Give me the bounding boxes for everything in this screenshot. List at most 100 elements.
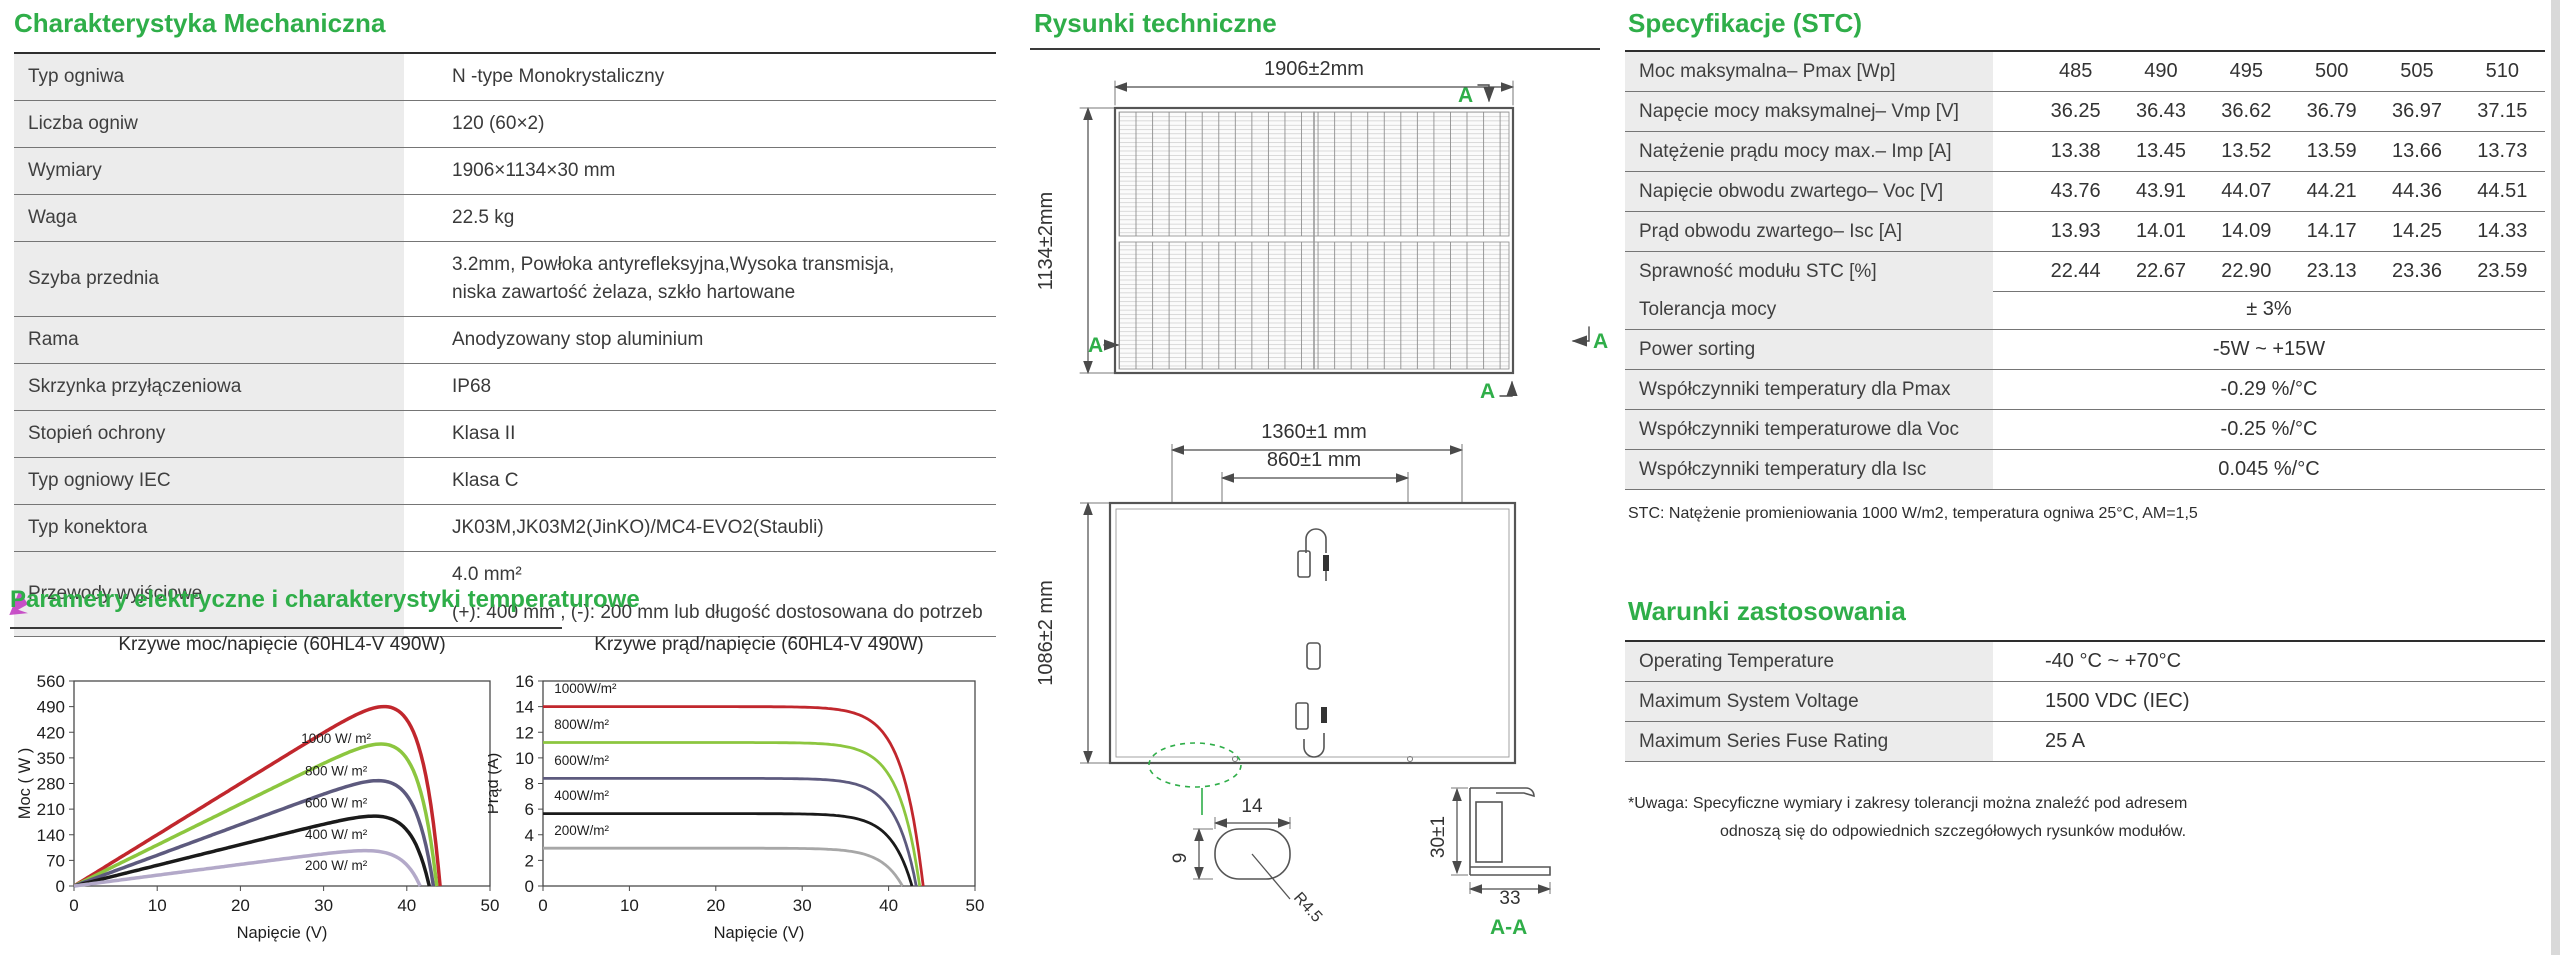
row-label: Natężenie prądu mocy max.– Imp [A] — [1625, 132, 1993, 171]
row-label: Szyba przednia — [14, 242, 404, 316]
table-row: Szyba przednia 3.2mm, Powłoka antyreflek… — [14, 242, 996, 317]
back-frame — [1108, 501, 1517, 765]
row-label: Tolerancja mocy — [1625, 290, 1993, 329]
series-label: 800W/m² — [554, 717, 609, 732]
series-label: 600W/m² — [554, 753, 609, 768]
front-view: 1906±2mm 1134±2mm A A A A — [1035, 58, 1608, 403]
value-495-col: 495 — [2229, 60, 2264, 82]
row-label: Maximum Series Fuse Rating — [1625, 722, 1993, 761]
row-value: 3.2mm, Powłoka antyrefleksyjna,Wysoka tr… — [452, 254, 895, 275]
series-label: 1000 W/ m² — [301, 731, 371, 746]
row-label: Współczynniki temperatury dla Pmax — [1625, 370, 1993, 409]
value-490-col: 13.45 — [2135, 140, 2187, 162]
iv-curve-chart: 0 2 4 6 8 10 12 14 16 0 10 20 30 40 50 Krzywe prąd/napi… — [488, 634, 985, 942]
row-label: Przewody wyjściowe — [14, 552, 404, 636]
y-tick-label: 4 — [525, 826, 534, 845]
y-axis-label: Prąd (A) — [488, 753, 502, 814]
row-label: Napęcie mocy maksymalnej– Vmp [V] — [1625, 92, 1993, 131]
row-value: Anodyzowany stop aluminium — [452, 329, 704, 350]
value-510-col: 14.33 — [2477, 220, 2528, 242]
value-495-col: 13.52 — [2221, 140, 2272, 162]
x-tick-label: 10 — [148, 896, 167, 915]
electrical-title: Parametry elektryczne i charakterystyki … — [10, 586, 640, 613]
back-view: 1360±1 mm 860±1 mm 1086±2 mm — [1035, 421, 1517, 815]
row-value: -0.25 %/°C — [2220, 418, 2318, 440]
mechanical-title: Charakterystyka Mechaniczna — [14, 8, 386, 38]
row-value: 120 (60×2) — [452, 113, 545, 134]
row-value: 22.5 kg — [452, 207, 515, 228]
value-505-col: 13.66 — [2391, 140, 2443, 162]
value-495-col: 36.62 — [2221, 100, 2272, 122]
value-505-col: 36.97 — [2391, 100, 2443, 122]
table-row: Rama Anodyzowany stop aluminium — [14, 317, 996, 364]
y-tick-label: 8 — [525, 775, 534, 794]
series-curve — [73, 814, 431, 888]
series-curve — [73, 848, 422, 888]
row-label: Sprawność modułu STC [%] — [1625, 252, 1993, 291]
x-axis-label: Napięcie (V) — [714, 924, 805, 942]
value-490-col: 36.43 — [2135, 100, 2187, 122]
series-label: 200 W/ m² — [305, 858, 368, 873]
row-label: Rama — [14, 317, 404, 363]
section-aa-label: A-A — [1490, 916, 1527, 939]
value-490-col: 490 — [2144, 60, 2178, 82]
drain-hole — [1232, 756, 1238, 762]
row-label: Współczynniki temperaturowe dla Voc — [1625, 410, 1993, 449]
y-tick-label: 10 — [515, 749, 534, 768]
series-curve — [543, 846, 904, 887]
table-row: Współczynniki temperaturowe dla Voc -0.2… — [1625, 410, 2545, 450]
junction-box-cables — [1295, 528, 1329, 758]
section-a-bottom-label: A — [1480, 380, 1495, 403]
row-label: Waga — [14, 195, 404, 241]
value-495-col: 22.90 — [2221, 260, 2272, 282]
x-tick-label: 50 — [966, 896, 985, 915]
row-label: Power sorting — [1625, 330, 1993, 369]
series-label: 400W/m² — [554, 788, 609, 803]
stc-title: Specyfikacje (STC) — [1628, 8, 1863, 38]
chart-title: Krzywe prąd/napięcie (60HL4-V 490W) — [594, 634, 924, 655]
value-510-col: 44.51 — [2477, 180, 2528, 202]
table-row: Maximum Series Fuse Rating 25 A — [1625, 722, 2545, 762]
technical-drawing: 1906±2mm 1134±2mm A A A A — [1035, 58, 1608, 939]
y-tick-label: 6 — [525, 800, 534, 819]
conditions-section: Warunki zastosowania — [1628, 596, 1906, 627]
slot-height-dimension: 9 — [1170, 853, 1191, 864]
x-tick-label: 50 — [481, 896, 500, 915]
table-row: Liczba ogniw 120 (60×2) — [14, 101, 996, 148]
row-value: IP68 — [452, 376, 492, 397]
value-495-col: 44.07 — [2221, 180, 2272, 202]
y-tick-label: 210 — [37, 800, 65, 819]
series-curve — [543, 812, 914, 887]
value-485-col: 36.25 — [2050, 100, 2101, 122]
conditions-note-line1: *Uwaga: Specyficzne wymiary i zakresy to… — [1628, 795, 2188, 812]
y-tick-label: 560 — [37, 672, 65, 691]
front-width-dimension: 1906±2mm — [1264, 58, 1364, 80]
x-tick-label: 20 — [706, 896, 725, 915]
row-label: Napięcie obwodu zwartego– Voc [V] — [1625, 172, 1993, 211]
table-row: Przewody wyjściowe 4.0 mm² (+): 400 mm ,… — [14, 552, 996, 637]
x-tick-label: 10 — [620, 896, 639, 915]
value-510-col: 37.15 — [2477, 100, 2528, 122]
table-row: Typ ogniowy IEC Klasa C — [14, 458, 996, 505]
series-curve — [543, 705, 925, 887]
value-490-col: 22.67 — [2135, 260, 2187, 282]
table-row: Napęcie mocy maksymalnej– Vmp [V] 36.25 … — [1625, 92, 2545, 132]
y-tick-label: 14 — [515, 698, 534, 717]
row-value: 1906×1134×30 mm — [452, 160, 616, 181]
table-row: Sprawność modułu STC [%] 22.44 22.67 22.… — [1625, 252, 2545, 292]
value-500-col: 14.17 — [2306, 220, 2357, 242]
electrical-section: Parametry elektryczne i charakterystyki … — [10, 586, 640, 614]
slot-detail: 14 9 R4.5 — [1170, 796, 1325, 926]
mechanical-section: Charakterystyka Mechaniczna — [14, 8, 385, 39]
row-label: Współczynniki temperatury dla Isc — [1625, 450, 1993, 489]
table-row: Waga 22.5 kg — [14, 195, 996, 242]
table-row: Typ ogniwa N -type Monokrystaliczny — [14, 54, 996, 101]
y-tick-label: 350 — [37, 749, 65, 768]
table-row: Maximum System Voltage 1500 VDC (IEC) — [1625, 682, 2545, 722]
table-row: Napięcie obwodu zwartego– Voc [V] 43.76 … — [1625, 172, 2545, 212]
table-row: Współczynniki temperatury dla Pmax -0.29… — [1625, 370, 2545, 410]
drain-hole — [1407, 756, 1413, 762]
series-label: 800 W/ m² — [305, 763, 368, 778]
x-tick-label: 0 — [69, 896, 78, 915]
